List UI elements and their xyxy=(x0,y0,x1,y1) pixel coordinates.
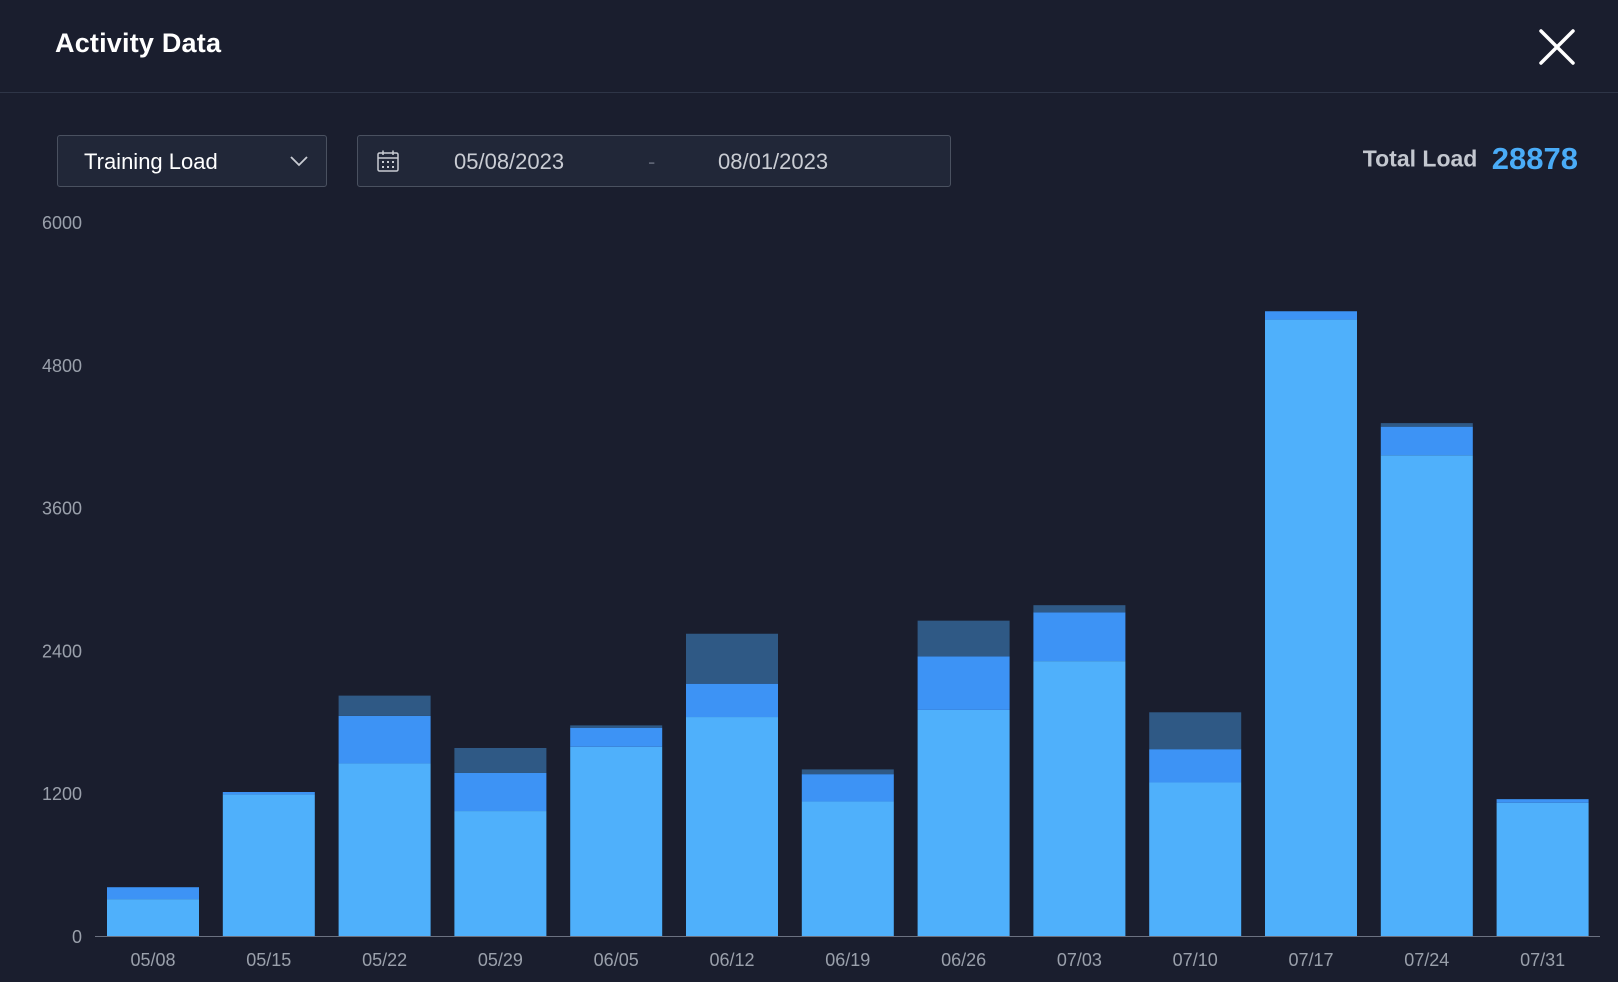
bar-segment-07-10-s3 xyxy=(1149,712,1242,750)
bar-segment-06-05-s1 xyxy=(570,746,663,936)
x-tick-label: 07/10 xyxy=(1173,950,1218,970)
bar-segment-07-31-s2 xyxy=(1496,799,1589,803)
bar-segment-07-24-s1 xyxy=(1380,455,1473,936)
metric-select-value: Training Load xyxy=(84,149,218,174)
metric-select[interactable]: Training Load xyxy=(57,135,327,187)
bar-segment-05-29-s3 xyxy=(454,747,547,773)
y-tick-label: 3600 xyxy=(42,499,82,519)
x-tick-label: 05/15 xyxy=(246,950,291,970)
bar-segment-06-12-s3 xyxy=(686,633,778,684)
y-tick-label: 1200 xyxy=(42,784,82,804)
chevron-down-icon xyxy=(290,156,308,167)
total-load-value: 28878 xyxy=(1491,141,1578,176)
bar-segment-06-19-s3 xyxy=(801,769,894,775)
x-tick-label: 05/22 xyxy=(362,950,407,970)
y-tick-label: 6000 xyxy=(42,213,82,233)
date-range-separator: - xyxy=(648,149,656,174)
toolbar: Training Load 05/08/2023 - 08/01/2023 xyxy=(0,135,1618,189)
bar-segment-06-19-s2 xyxy=(801,774,894,802)
training-load-bar-chart: 0 1200 2400 3600 4800 6000 05/08 05/15 05/22 05/2… xyxy=(42,213,1600,970)
bar-segment-05-08-s2 xyxy=(107,887,199,900)
bar-segment-07-03-s3 xyxy=(1033,605,1126,613)
total-load-summary: Total Load 28878 xyxy=(1363,141,1578,177)
close-button[interactable] xyxy=(1538,28,1576,66)
bar-segment-06-26-s2 xyxy=(917,656,1010,710)
y-tick-label: 0 xyxy=(72,927,82,947)
bar-segment-06-12-s1 xyxy=(686,717,778,936)
bar-segment-07-03-s1 xyxy=(1033,661,1126,936)
bar-segment-05-22-s1 xyxy=(338,763,431,936)
bar-segment-05-22-s2 xyxy=(338,715,431,764)
date-start-input[interactable]: 05/08/2023 xyxy=(454,149,565,174)
bar-segment-05-22-s3 xyxy=(338,695,431,716)
x-tick-label: 05/08 xyxy=(130,950,175,970)
bar-segment-06-26-s1 xyxy=(917,709,1010,936)
bar-segment-07-24-s3 xyxy=(1380,423,1473,427)
training-load-chart: 0 1200 2400 3600 4800 6000 05/08 05/15 05/22 05/2… xyxy=(0,200,1618,982)
bar-segment-05-29-s2 xyxy=(454,772,547,812)
bar-segment-07-10-s1 xyxy=(1149,782,1242,936)
x-tick-label: 06/19 xyxy=(825,950,870,970)
dialog-header: Activity Data xyxy=(0,0,1618,93)
x-tick-label: 06/05 xyxy=(594,950,639,970)
bar-segment-07-17-s2 xyxy=(1265,311,1357,320)
x-tick-label: 06/26 xyxy=(941,950,986,970)
y-tick-label: 4800 xyxy=(42,356,82,376)
bar-segment-07-10-s2 xyxy=(1149,749,1242,783)
x-tick-label: 07/17 xyxy=(1288,950,1333,970)
x-tick-label: 07/24 xyxy=(1404,950,1449,970)
bar-segment-06-26-s3 xyxy=(917,620,1010,657)
bar-segment-07-24-s2 xyxy=(1380,426,1473,456)
bar-segment-07-31-s1 xyxy=(1496,802,1589,936)
x-tick-label: 06/12 xyxy=(709,950,754,970)
y-tick-label: 2400 xyxy=(42,641,82,661)
bar-segment-07-03-s2 xyxy=(1033,612,1126,662)
close-icon xyxy=(1539,29,1575,65)
bar-segment-05-08-s1 xyxy=(107,899,199,936)
calendar-icon xyxy=(377,150,399,172)
bar-segment-05-29-s1 xyxy=(454,811,547,936)
bar-segment-05-15-s1 xyxy=(222,794,315,936)
x-tick-label: 05/29 xyxy=(478,950,523,970)
total-load-label: Total Load xyxy=(1362,145,1478,172)
bar-segment-06-19-s1 xyxy=(801,801,894,936)
date-end-input[interactable]: 08/01/2023 xyxy=(718,149,829,174)
dialog-title: Activity Data xyxy=(55,28,222,58)
bar-segment-06-05-s2 xyxy=(570,727,663,747)
bar-segment-06-05-s3 xyxy=(570,725,663,728)
x-tick-label: 07/31 xyxy=(1520,950,1565,970)
date-range-picker[interactable]: 05/08/2023 - 08/01/2023 xyxy=(357,135,951,187)
bar-segment-06-12-s2 xyxy=(686,683,778,718)
bar-segment-05-15-s2 xyxy=(222,792,315,795)
x-tick-label: 07/03 xyxy=(1057,950,1102,970)
bar-segment-07-17-s1 xyxy=(1265,319,1357,936)
